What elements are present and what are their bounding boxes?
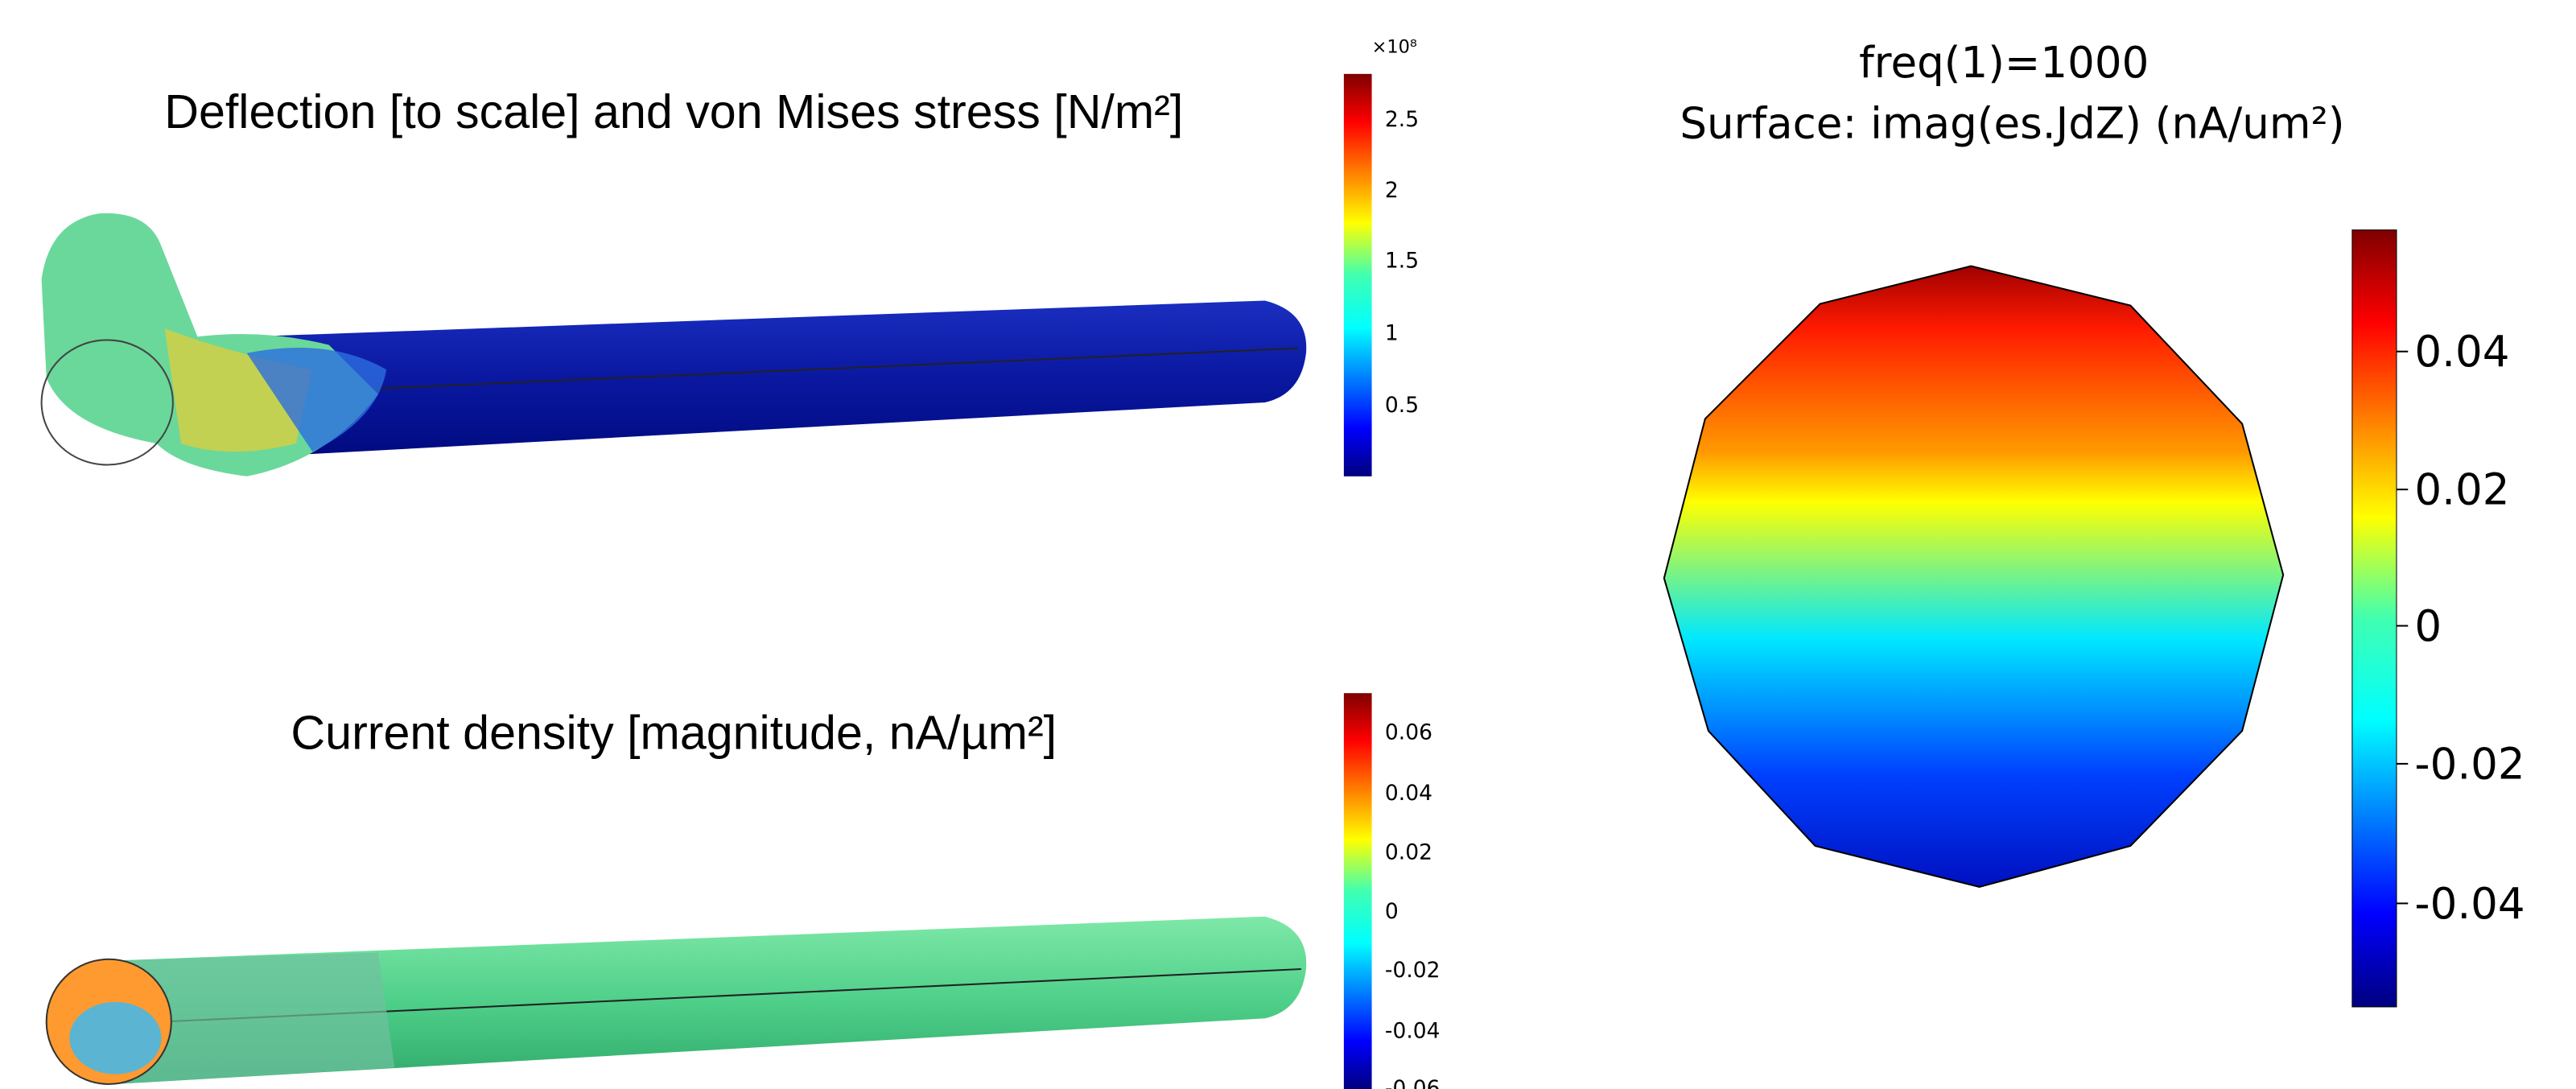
stress-rod <box>42 213 1307 476</box>
surface-ticks: 0.04 0.02 0 -0.02 -0.04 <box>2397 327 2525 929</box>
tick-label: 0 <box>2414 601 2442 651</box>
current-colorbar <box>1344 693 1372 1089</box>
tick-label: -0.04 <box>2414 879 2524 929</box>
current-title: Current density [magnitude, nA/µm²] <box>291 706 1057 760</box>
stress-ticks: 2.5 2 1.5 1 0.5 <box>1385 107 1419 418</box>
tick-label: 0.5 <box>1385 393 1419 418</box>
current-ticks: 0.06 0.04 0.02 0 -0.02 -0.04 -0.06 <box>1385 720 1440 1089</box>
stress-colorbar <box>1344 74 1372 476</box>
stress-scale-factor: ×10⁸ <box>1372 36 1417 57</box>
tick-label: 1 <box>1385 320 1399 345</box>
tick-label: 0.06 <box>1385 720 1432 745</box>
tick-label: 0.02 <box>2414 465 2509 515</box>
tick-label: 0 <box>1385 899 1399 924</box>
tick-label: -0.04 <box>1385 1019 1440 1044</box>
tick-label: 0.02 <box>1385 839 1432 864</box>
tick-label: 2 <box>1385 178 1399 203</box>
tick-label: 0.04 <box>1385 781 1432 806</box>
tick-label: -0.06 <box>1385 1076 1440 1089</box>
surface-title-1: freq(1)=1000 <box>1859 38 2149 88</box>
tick-label: -0.02 <box>2414 739 2524 789</box>
stress-title: Deflection [to scale] and von Mises stre… <box>164 85 1183 138</box>
figure: Deflection [to scale] and von Mises stre… <box>0 0 2576 1089</box>
surface-title-2: Surface: imag(es.JdZ) (nA/um²) <box>1680 98 2344 148</box>
surface-plot <box>1664 266 2283 887</box>
current-rod <box>47 917 1307 1084</box>
tick-label: -0.02 <box>1385 958 1440 983</box>
tick-label: 2.5 <box>1385 107 1419 132</box>
tick-label: 0.04 <box>2414 327 2509 377</box>
tick-label: 1.5 <box>1385 249 1419 274</box>
surface-colorbar <box>2352 230 2397 1007</box>
